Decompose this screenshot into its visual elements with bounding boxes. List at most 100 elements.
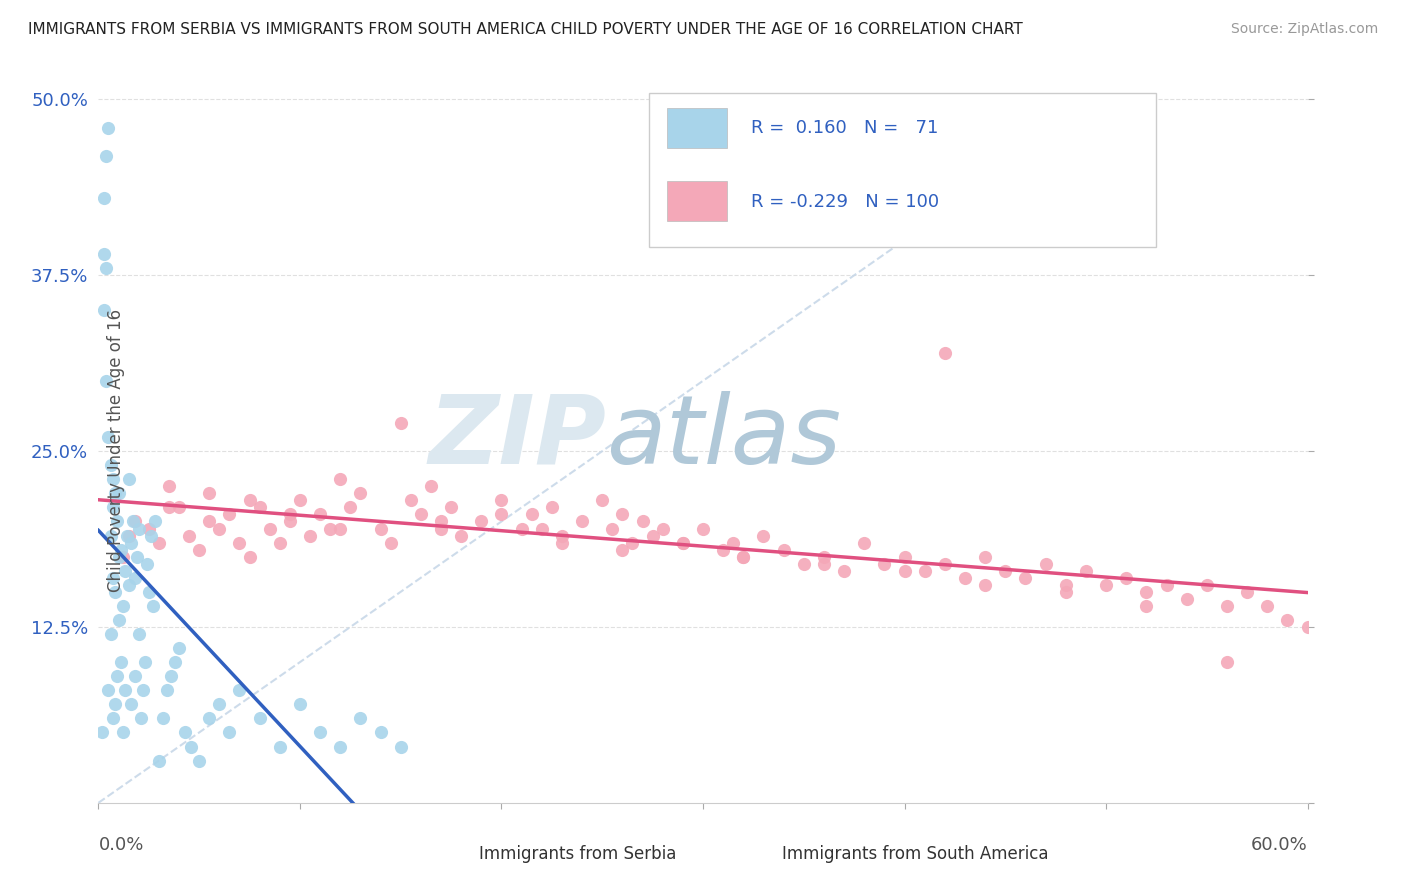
Point (201, 628, 224, 642)
Point (170, 271, 193, 285)
Point (564, 529, 586, 543)
Point (346, 503, 368, 517)
Point (382, 529, 405, 543)
Point (309, 509, 332, 524)
Point (727, 549, 749, 563)
Point (291, 681, 314, 696)
Point (582, 542, 605, 557)
Point (818, 556, 841, 570)
Point (319, 529, 342, 543)
Point (1036, 589, 1059, 603)
Point (692, 542, 714, 557)
Text: IMMIGRANTS FROM SERBIA VS IMMIGRANTS FROM SOUTH AMERICA CHILD POVERTY UNDER THE : IMMIGRANTS FROM SERBIA VS IMMIGRANTS FRO… (28, 22, 1024, 37)
Point (1163, 582, 1185, 596)
Point (179, 496, 201, 510)
Point (437, 734, 460, 748)
Point (1181, 655, 1204, 669)
Point (337, 516, 360, 530)
Point (228, 509, 250, 524)
Point (328, 734, 350, 748)
Point (172, 391, 194, 405)
Point (200, 556, 222, 570)
Point (364, 721, 387, 735)
Point (963, 556, 986, 570)
Point (186, 602, 209, 616)
Point (256, 747, 278, 762)
Point (673, 529, 696, 543)
Point (231, 668, 253, 682)
Point (204, 681, 226, 696)
Point (264, 707, 287, 722)
Point (197, 523, 219, 537)
Point (928, 562, 950, 576)
Point (207, 655, 229, 669)
Point (194, 542, 217, 557)
Point (181, 668, 204, 682)
Point (382, 734, 405, 748)
Point (745, 556, 768, 570)
Point (188, 569, 211, 583)
Point (219, 747, 242, 762)
Point (637, 516, 659, 530)
Point (655, 523, 678, 537)
Point (264, 496, 287, 510)
Point (346, 694, 368, 708)
Point (1018, 562, 1040, 576)
Point (191, 536, 214, 550)
Point (1181, 602, 1204, 616)
Point (1199, 589, 1222, 603)
Text: 60.0%: 60.0% (1209, 825, 1265, 843)
Point (212, 536, 235, 550)
Point (215, 523, 238, 537)
Point (963, 582, 986, 596)
Point (309, 707, 332, 722)
Point (464, 490, 486, 504)
Point (945, 575, 967, 590)
Point (474, 529, 496, 543)
FancyBboxPatch shape (672, 128, 1129, 272)
Point (179, 694, 201, 708)
Point (183, 496, 205, 510)
Point (574, 509, 596, 524)
Point (222, 707, 245, 722)
Point (186, 721, 209, 735)
Point (176, 628, 198, 642)
Point (219, 542, 242, 557)
Point (928, 364, 950, 378)
FancyBboxPatch shape (742, 831, 780, 852)
Point (209, 589, 232, 603)
Point (546, 529, 568, 543)
Point (184, 655, 207, 669)
Point (664, 536, 686, 550)
Point (1109, 589, 1132, 603)
Point (176, 470, 198, 484)
Point (527, 516, 550, 530)
Point (194, 694, 217, 708)
Point (1128, 582, 1150, 596)
Point (401, 496, 423, 510)
Text: Immigrants from Serbia: Immigrants from Serbia (519, 833, 717, 851)
Point (177, 509, 200, 524)
Text: R = -0.229   N = 100: R = -0.229 N = 100 (765, 220, 952, 238)
Point (291, 542, 314, 557)
Point (419, 721, 441, 735)
Point (179, 589, 201, 603)
Point (190, 536, 212, 550)
Point (209, 529, 232, 543)
Point (645, 542, 668, 557)
Point (509, 523, 531, 537)
Point (619, 503, 641, 517)
Point (170, 325, 193, 339)
Point (170, 219, 193, 233)
Point (356, 536, 378, 550)
Point (1109, 602, 1132, 616)
Point (582, 536, 605, 550)
Point (264, 523, 287, 537)
Point (172, 179, 194, 194)
Point (1236, 615, 1258, 630)
Point (184, 549, 207, 563)
Point (855, 542, 877, 557)
Point (197, 668, 219, 682)
Point (555, 516, 578, 530)
Point (981, 569, 1004, 583)
